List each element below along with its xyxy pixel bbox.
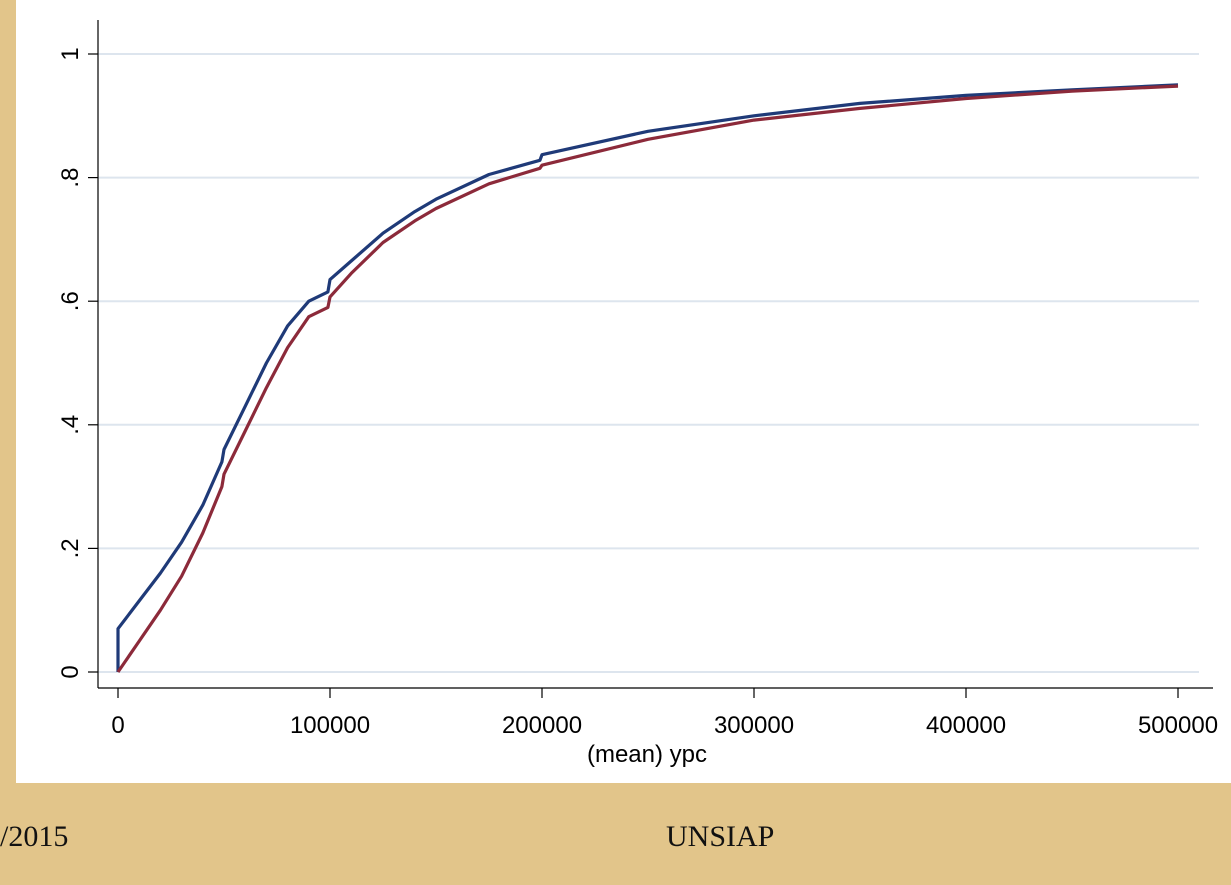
y-tick-label: .4 <box>57 415 84 435</box>
footer-org: UNSIAP <box>666 820 775 853</box>
x-tick-label: 100000 <box>290 712 370 739</box>
chart-panel: 0 .2 .4 .6 .8 1 0 100000 200000 300000 400000 50000… <box>16 0 1231 783</box>
footer-date: /2015 <box>0 820 69 853</box>
x-tick-label: 300000 <box>714 712 794 739</box>
y-tick-label: .6 <box>57 291 84 311</box>
plot-area <box>98 20 1213 688</box>
x-tick-label: 500000 <box>1138 712 1218 739</box>
x-tick-label: 0 <box>111 712 124 739</box>
y-tick-label: .2 <box>57 538 84 558</box>
y-tick-label: .8 <box>57 168 84 188</box>
y-tick-label: 1 <box>57 47 84 60</box>
gridlines <box>98 53 1199 673</box>
axes: 0 .2 .4 .6 .8 1 0 100000 200000 300000 400000 50000… <box>57 20 1218 739</box>
series-line-cdf0 <box>116 83 1179 672</box>
y-tick-label: 0 <box>57 665 84 678</box>
series-line-cdf-non0 <box>116 84 1179 673</box>
cdf-chart: 0 .2 .4 .6 .8 1 0 100000 200000 300000 400000 50000… <box>57 20 1218 768</box>
x-tick-label: 400000 <box>926 712 1006 739</box>
series-lines <box>116 83 1179 673</box>
x-axis-title: (mean) ypc <box>587 741 707 768</box>
x-tick-label: 200000 <box>502 712 582 739</box>
